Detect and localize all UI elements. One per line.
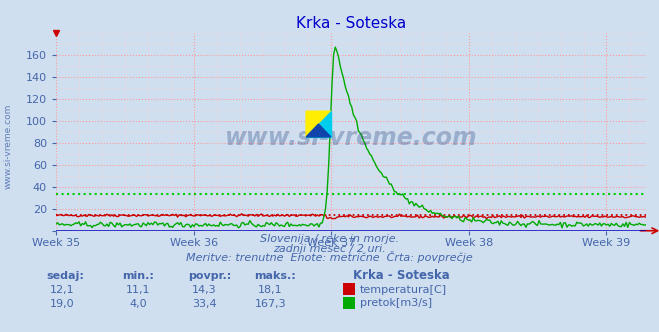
Text: 18,1: 18,1 <box>258 285 283 295</box>
Text: 19,0: 19,0 <box>50 299 75 309</box>
Text: www.si-vreme.com: www.si-vreme.com <box>4 103 13 189</box>
Polygon shape <box>306 111 331 137</box>
Text: min.:: min.: <box>122 271 154 281</box>
Polygon shape <box>306 111 331 137</box>
Polygon shape <box>306 124 331 137</box>
Text: 12,1: 12,1 <box>50 285 75 295</box>
Text: www.si-vreme.com: www.si-vreme.com <box>225 126 477 150</box>
Text: temperatura[C]: temperatura[C] <box>360 285 447 294</box>
Text: pretok[m3/s]: pretok[m3/s] <box>360 298 432 308</box>
Text: zadnji mesec / 2 uri.: zadnji mesec / 2 uri. <box>273 244 386 254</box>
Text: sedaj:: sedaj: <box>46 271 84 281</box>
Text: 33,4: 33,4 <box>192 299 217 309</box>
Text: 4,0: 4,0 <box>130 299 147 309</box>
Text: 167,3: 167,3 <box>254 299 286 309</box>
Text: 14,3: 14,3 <box>192 285 217 295</box>
Text: Meritve: trenutne  Enote: metrične  Črta: povprečje: Meritve: trenutne Enote: metrične Črta: … <box>186 251 473 263</box>
Text: Krka - Soteska: Krka - Soteska <box>353 269 449 282</box>
Title: Krka - Soteska: Krka - Soteska <box>296 16 406 31</box>
Text: maks.:: maks.: <box>254 271 295 281</box>
Text: povpr.:: povpr.: <box>188 271 231 281</box>
Text: 11,1: 11,1 <box>126 285 151 295</box>
Text: Slovenija / reke in morje.: Slovenija / reke in morje. <box>260 234 399 244</box>
